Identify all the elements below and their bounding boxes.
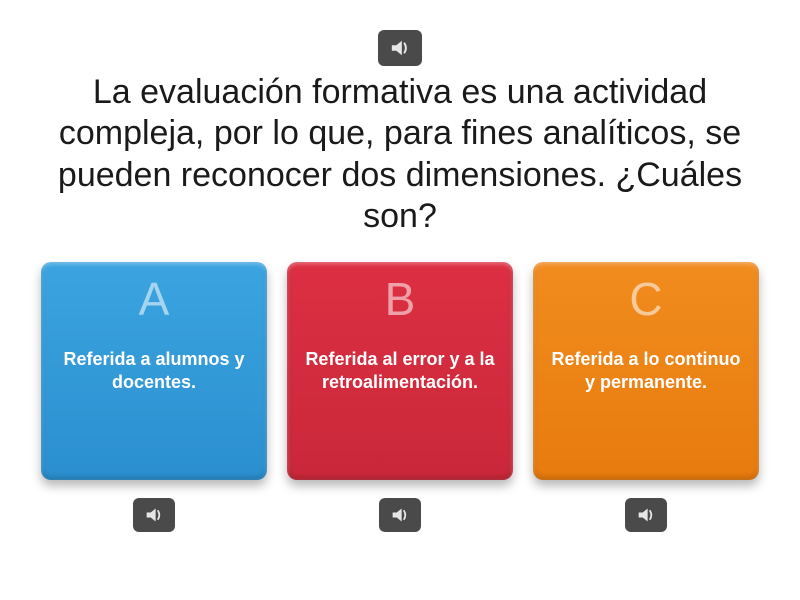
option-c-audio-wrap (533, 498, 759, 532)
question-audio-button[interactable] (378, 30, 422, 66)
option-letter: A (139, 276, 170, 322)
speaker-icon (389, 38, 411, 58)
option-a-audio-wrap (41, 498, 267, 532)
option-text: Referida a lo continuo y permanente. (549, 348, 743, 394)
option-audio-row (30, 498, 770, 532)
option-letter: B (385, 276, 416, 322)
question-text: La evaluación formativa es una actividad… (30, 72, 770, 238)
option-text: Referida a alumnos y docentes. (57, 348, 251, 394)
quiz-container: La evaluación formativa es una actividad… (0, 0, 800, 600)
option-a-audio-button[interactable] (133, 498, 175, 532)
options-row: A Referida a alumnos y docentes. B Refer… (30, 262, 770, 480)
option-b-audio-wrap (287, 498, 513, 532)
speaker-icon (636, 506, 656, 524)
option-text: Referida al error y a la retroalimentaci… (303, 348, 497, 394)
option-a[interactable]: A Referida a alumnos y docentes. (41, 262, 267, 480)
option-b[interactable]: B Referida al error y a la retroalimenta… (287, 262, 513, 480)
option-c-audio-button[interactable] (625, 498, 667, 532)
option-letter: C (629, 276, 662, 322)
speaker-icon (390, 506, 410, 524)
option-b-audio-button[interactable] (379, 498, 421, 532)
option-c[interactable]: C Referida a lo continuo y permanente. (533, 262, 759, 480)
speaker-icon (144, 506, 164, 524)
